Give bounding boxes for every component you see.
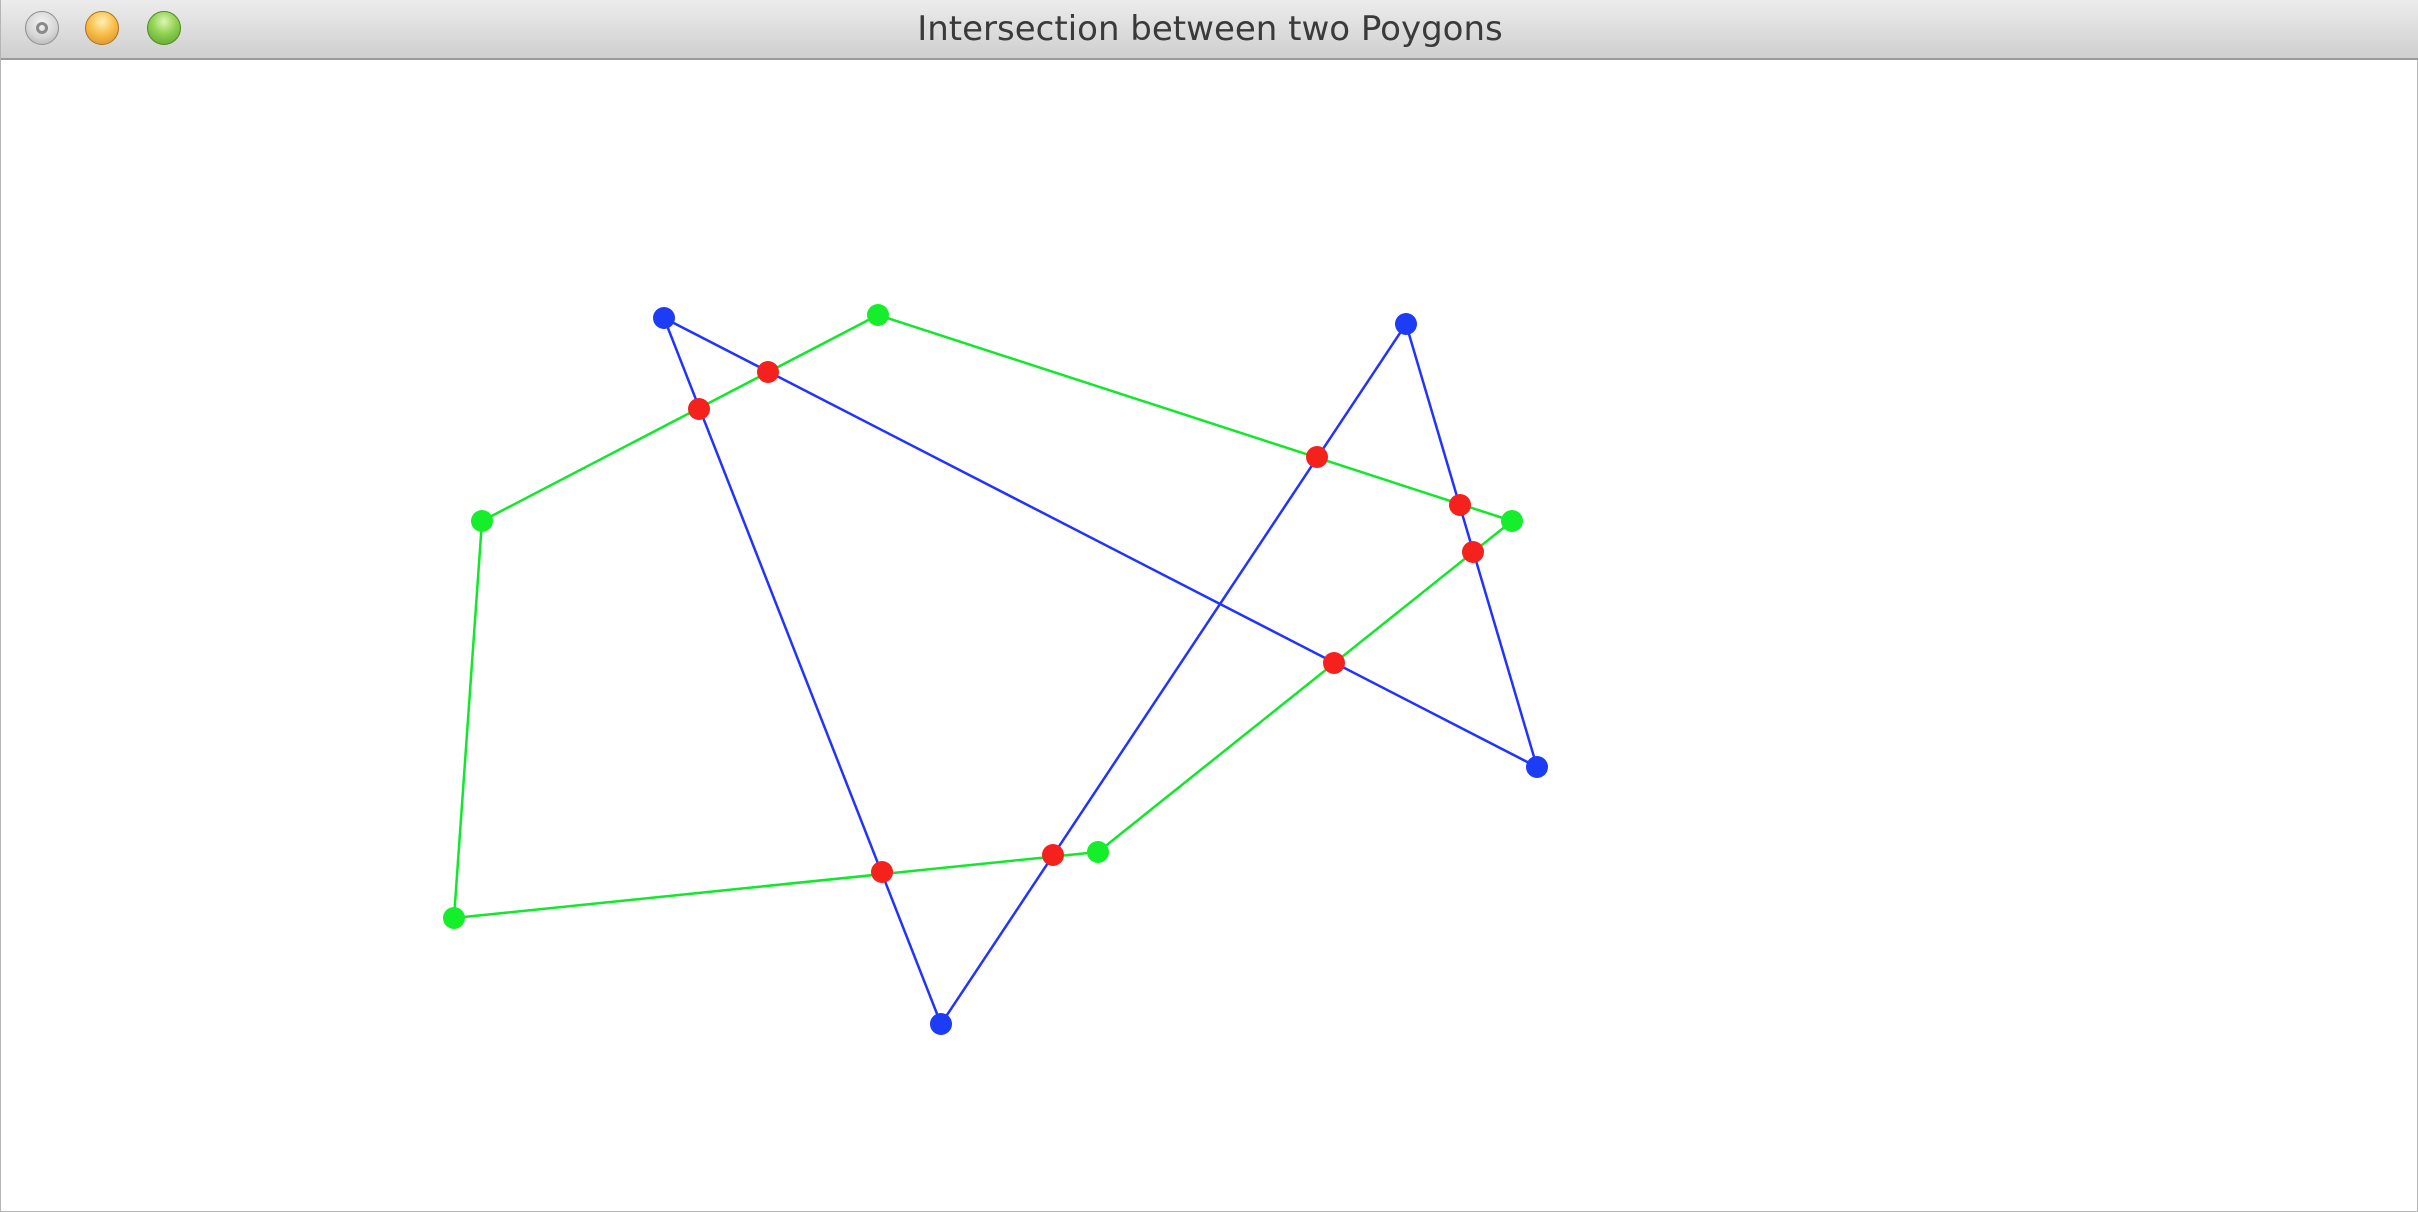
- polygon-b-edge-1: [877, 313, 1513, 523]
- intersection-point-7[interactable]: [1042, 844, 1064, 866]
- polygon-a-edge-4: [662, 317, 943, 1025]
- polygon-plot[interactable]: [1, 60, 2417, 1211]
- polygon-b-edge-3: [453, 850, 1099, 920]
- intersection-points: [688, 361, 1484, 883]
- polygon-b-edges: [452, 313, 1513, 920]
- polygon-b-edge-4: [452, 520, 484, 919]
- polygon-b-vertex-2[interactable]: [1501, 510, 1523, 532]
- polygon-a-vertex-3[interactable]: [1395, 313, 1417, 335]
- intersection-point-6[interactable]: [1323, 652, 1345, 674]
- polygon-b-edge-5: [481, 313, 879, 523]
- intersection-point-1[interactable]: [757, 361, 779, 383]
- minimize-window-button[interactable]: [85, 11, 119, 45]
- polygon-a-edge-1: [663, 316, 1538, 769]
- polygon-b-edge-2: [1097, 520, 1513, 853]
- polygon-b-vertices: [443, 304, 1523, 929]
- title-bar[interactable]: Intersection between two Poygons: [1, 0, 2418, 60]
- polygon-a-vertex-1[interactable]: [653, 307, 675, 329]
- polygon-b-vertex-4[interactable]: [443, 907, 465, 929]
- polygon-a-edge-3: [939, 323, 1408, 1025]
- polygon-a-vertices: [653, 307, 1548, 1035]
- polygon-b-vertex-5[interactable]: [471, 510, 493, 532]
- polygon-b-vertex-1[interactable]: [867, 304, 889, 326]
- window-title: Intersection between two Poygons: [917, 9, 1503, 49]
- intersection-point-5[interactable]: [1462, 541, 1484, 563]
- polygon-a-vertex-2[interactable]: [1526, 756, 1548, 778]
- drawing-canvas[interactable]: [1, 60, 2417, 1211]
- intersection-point-8[interactable]: [871, 861, 893, 883]
- close-icon: [36, 22, 48, 34]
- intersection-point-2[interactable]: [688, 398, 710, 420]
- intersection-point-4[interactable]: [1449, 494, 1471, 516]
- intersection-point-3[interactable]: [1306, 446, 1328, 468]
- close-window-button[interactable]: [25, 11, 59, 45]
- maximize-window-button[interactable]: [147, 11, 181, 45]
- polygon-b-vertex-3[interactable]: [1087, 841, 1109, 863]
- polygon-a-edges: [662, 316, 1539, 1025]
- polygon-a-vertex-4[interactable]: [930, 1013, 952, 1035]
